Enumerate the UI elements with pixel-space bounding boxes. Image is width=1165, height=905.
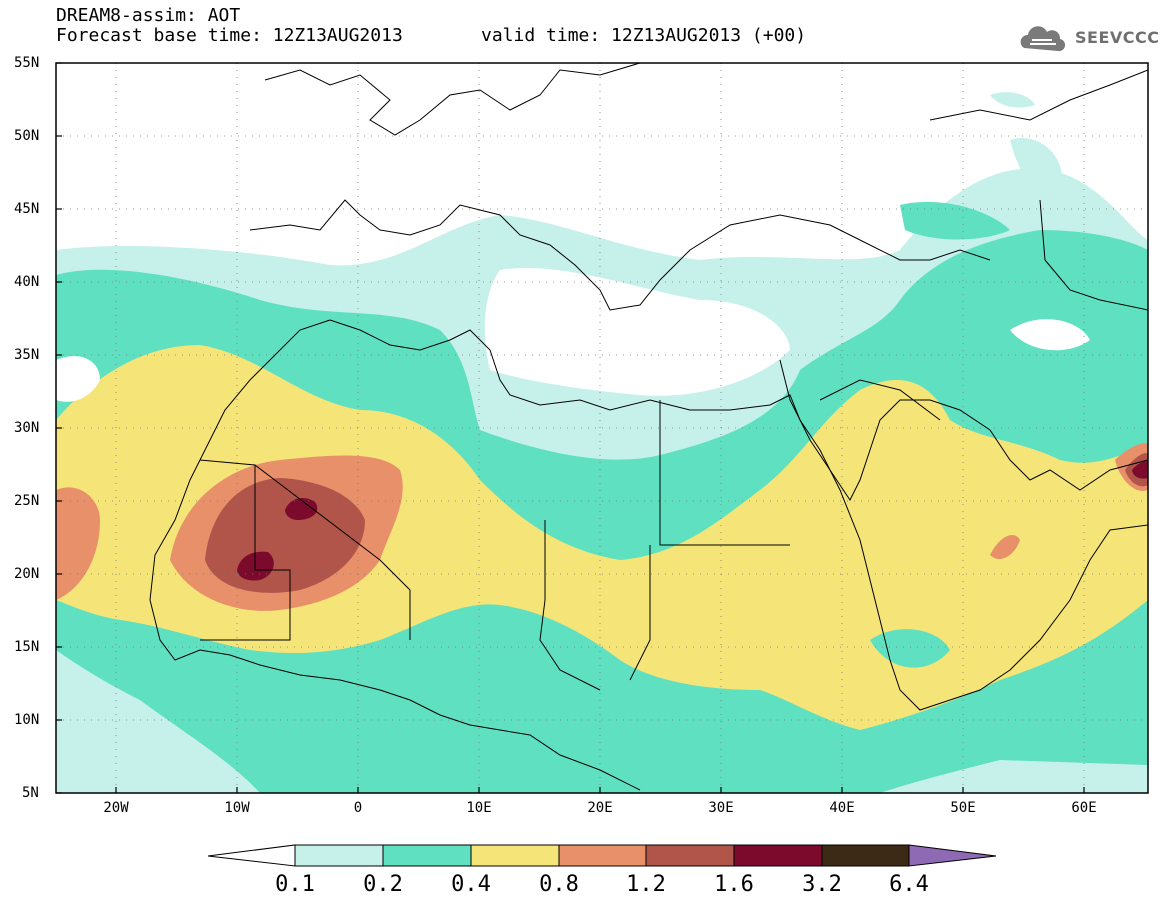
- lon-label: 50E: [950, 800, 976, 816]
- colorbar-segment: [207, 844, 296, 867]
- colorbar-segment: [733, 844, 823, 867]
- colorbar-label: 0.4: [451, 872, 491, 897]
- lat-label: 40N: [14, 274, 40, 290]
- colorbar-segment: [645, 844, 735, 867]
- lon-label: 10E: [466, 800, 492, 816]
- colorbar-segment: [908, 844, 997, 867]
- map-title: DREAM8-assim: AOT: [56, 5, 241, 26]
- lon-label: 20E: [587, 800, 613, 816]
- colorbar-label: 0.2: [363, 872, 403, 897]
- colorbar-label: 6.4: [889, 872, 929, 897]
- lon-label: 10W: [224, 800, 250, 816]
- lon-label: 30E: [708, 800, 734, 816]
- lat-label: 25N: [14, 493, 40, 509]
- lat-label: 20N: [14, 566, 40, 582]
- logo-text: SEEVCCC: [1075, 28, 1160, 47]
- lat-label: 55N: [14, 55, 40, 71]
- lon-label: 40E: [829, 800, 855, 816]
- lat-label: 5N: [22, 785, 39, 801]
- colorbar-label: 3.2: [802, 872, 842, 897]
- colorbar: [207, 844, 997, 867]
- lon-label: 60E: [1071, 800, 1097, 816]
- colorbar-segment: [821, 844, 910, 867]
- colorbar-segment: [294, 844, 384, 867]
- forecast-base-time: Forecast base time: 12Z13AUG2013: [56, 25, 403, 46]
- colorbar-label: 1.6: [714, 872, 754, 897]
- colorbar-label: 1.2: [626, 872, 666, 897]
- lat-label: 10N: [14, 712, 40, 728]
- lat-label: 45N: [14, 201, 40, 217]
- colorbar-label: 0.1: [275, 872, 315, 897]
- lon-label: 0: [353, 800, 363, 816]
- lat-label: 30N: [14, 420, 40, 436]
- colorbar-segment: [558, 844, 647, 867]
- lat-label: 35N: [14, 347, 40, 363]
- cloud-logo-icon: [1020, 26, 1066, 52]
- lon-label: 20W: [103, 800, 129, 816]
- colorbar-segment: [470, 844, 560, 867]
- lat-label: 50N: [14, 128, 40, 144]
- valid-time: valid time: 12Z13AUG2013 (+00): [481, 25, 807, 46]
- colorbar-label: 0.8: [539, 872, 579, 897]
- colorbar-segment: [382, 844, 472, 867]
- lat-label: 15N: [14, 639, 40, 655]
